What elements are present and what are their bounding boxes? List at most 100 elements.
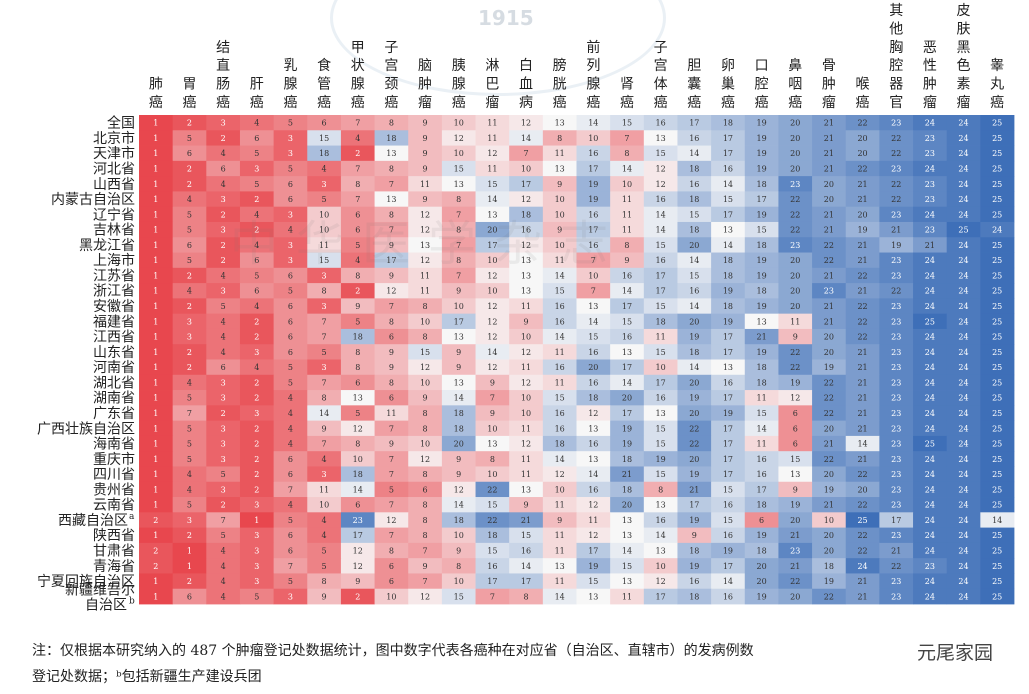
cell-value-label: 15 [656, 470, 666, 479]
cell-value-label: 2 [187, 531, 192, 540]
cell-value-label: 8 [423, 424, 428, 433]
cell-value-label: 6 [355, 501, 360, 510]
cell-value-label: 15 [555, 287, 565, 296]
heatmap-cell [946, 405, 981, 422]
heatmap-cell [172, 160, 207, 177]
heatmap-cell [744, 558, 779, 574]
heatmap-cell [744, 405, 779, 422]
cell-value-label: 8 [389, 119, 394, 128]
cell-value-label: 25 [992, 394, 1002, 403]
heatmap-cell [273, 313, 308, 330]
cell-value-label: 10 [454, 531, 464, 540]
cell-value-label: 1 [153, 256, 158, 265]
heatmap-cell [879, 405, 914, 422]
heatmap-cell [340, 390, 375, 406]
cell-value-label: 6 [389, 394, 394, 403]
heatmap-cell [206, 160, 241, 177]
heatmap-cell [643, 344, 678, 360]
heatmap-cell [879, 176, 914, 192]
heatmap-cell [643, 313, 678, 330]
cell-value-label: 17 [487, 241, 497, 250]
cell-value-label: 5 [288, 363, 293, 372]
cell-value-label: 23 [891, 501, 901, 510]
heatmap-cell [542, 405, 577, 422]
column-header-char: 肿 [418, 77, 432, 93]
heatmap-cell [677, 267, 712, 284]
cell-value-label: 16 [656, 394, 666, 403]
heatmap-cell [307, 283, 342, 299]
heatmap-cell [374, 115, 409, 131]
cell-value-label: 6 [288, 455, 293, 464]
cell-value-label: 14 [319, 409, 329, 418]
cell-value-label: 17 [757, 485, 767, 494]
heatmap-cell [273, 221, 308, 238]
cell-value-label: 23 [891, 531, 901, 540]
heatmap-cell [374, 497, 409, 513]
cell-value-label: 21 [521, 516, 531, 525]
row-label: 重庆市 [93, 451, 135, 468]
cell-value-label: 12 [353, 562, 363, 571]
column-header-char: 骨 [822, 58, 836, 74]
cell-value-label: 2 [221, 256, 226, 265]
heatmap-cell [879, 328, 914, 345]
cell-value-label: 13 [790, 470, 800, 479]
heatmap-cell [139, 115, 174, 131]
cell-value-label: 8 [423, 531, 428, 540]
heatmap-cell [307, 252, 342, 269]
heatmap-cell [273, 405, 308, 422]
heatmap-cell [677, 588, 712, 605]
heatmap-cell [845, 176, 880, 192]
heatmap-cell [441, 176, 476, 192]
heatmap-cell [576, 298, 611, 315]
heatmap-cell [206, 542, 241, 559]
column-header-char: 癌 [283, 95, 297, 111]
cell-value-label: 20 [790, 271, 800, 280]
cell-value-label: 14 [588, 119, 598, 128]
heatmap-cell [610, 481, 645, 498]
cell-value-label: 9 [389, 363, 394, 372]
cell-value-label: 25 [992, 547, 1002, 556]
heatmap-cell [239, 359, 275, 376]
heatmap-cell [206, 298, 241, 315]
cell-value-label: 1 [187, 562, 192, 571]
heatmap-cell [475, 527, 510, 544]
cell-value-label: 8 [423, 302, 428, 311]
heatmap-cell [475, 283, 510, 299]
heatmap-cell [509, 344, 544, 360]
cell-value-label: 4 [221, 547, 226, 556]
heatmap-cell [711, 542, 746, 559]
cell-value-label: 6 [221, 363, 226, 372]
row-label: 内蒙古自治区 [51, 192, 135, 208]
heatmap-cell [542, 344, 577, 360]
column-header-char: 列 [586, 58, 600, 74]
heatmap-cell [172, 115, 207, 131]
cell-value-label: 7 [624, 134, 629, 143]
cell-value-label: 2 [254, 394, 259, 403]
cell-value-label: 4 [254, 302, 259, 311]
heatmap-cell [139, 237, 174, 253]
heatmap-cell [778, 512, 813, 528]
cell-value-label: 24 [958, 516, 968, 525]
cell-value-label: 16 [521, 226, 531, 235]
heatmap-cell [845, 558, 880, 574]
heatmap-cell [913, 588, 948, 605]
cell-value-label: 16 [588, 348, 598, 357]
cell-value-label: 18 [555, 440, 565, 449]
cell-value-label: 4 [288, 501, 293, 510]
row-label: 江西省 [93, 330, 135, 346]
cell-value-label: 11 [420, 180, 430, 189]
cell-value-label: 2 [254, 455, 259, 464]
cell-value-label: 23 [891, 378, 901, 387]
cell-value-label: 10 [521, 164, 531, 173]
heatmap-cell [239, 115, 275, 131]
cell-value-label: 5 [389, 485, 394, 494]
heatmap-cell [139, 481, 174, 498]
heatmap-cell [239, 267, 275, 284]
heatmap-cell [576, 481, 611, 498]
heatmap-cell [677, 497, 712, 513]
heatmap-cell [778, 542, 813, 559]
cell-value-label: 3 [254, 409, 259, 418]
cell-value-label: 4 [288, 226, 293, 235]
heatmap-cell [239, 206, 275, 223]
cell-value-label: 15 [487, 180, 497, 189]
